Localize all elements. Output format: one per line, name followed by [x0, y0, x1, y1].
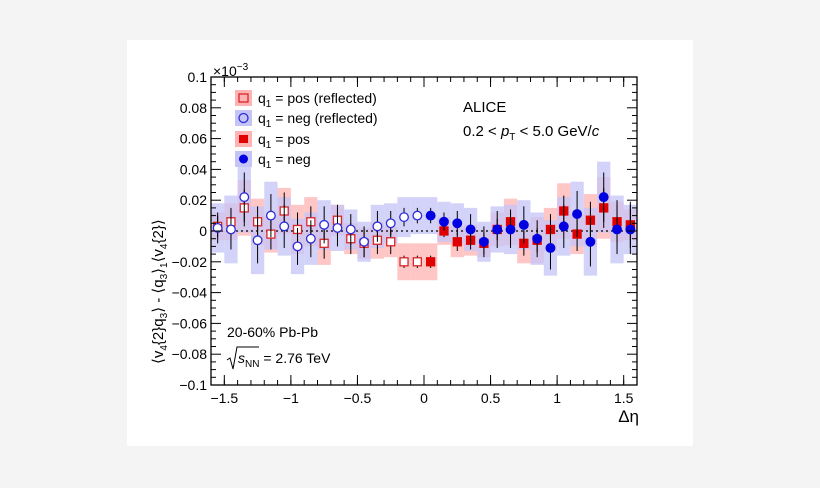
data-point-open-circle [252, 235, 263, 246]
x-tick-label: 1.5 [614, 390, 634, 406]
legend-neg-reflected-marker [238, 112, 249, 124]
legend-neg-marker [239, 154, 248, 164]
x-tick-label: −1 [283, 390, 299, 406]
data-point-filled-circle [598, 192, 609, 203]
legend-neg-label: q1 = neg [258, 151, 311, 171]
data-point-open-circle [239, 192, 250, 203]
legend-pos-label: q1 = pos [258, 131, 310, 151]
data-point-open-circle [279, 221, 290, 232]
data-point-filled-circle [425, 210, 436, 221]
y-tick-label: −0.08 [172, 346, 208, 362]
data-point-open-circle [385, 218, 396, 229]
data-point-filled-square [452, 237, 462, 247]
data-point-filled-circle [572, 209, 583, 220]
legend: q1 = pos (reflected) q1 = neg (reflected… [235, 90, 378, 171]
data-point-filled-circle [465, 224, 476, 235]
kinematic-range-label: 0.2 < pT < 5.0 GeV/c [463, 123, 600, 143]
data-points [212, 172, 636, 270]
data-point-filled-circle [505, 224, 516, 235]
x-tick-label: 0 [420, 390, 428, 406]
y-tick-label: 0.02 [180, 192, 207, 208]
sqrt-symbol [226, 346, 259, 370]
y-axis-label: ⟨v4{2}q3⟩ - ⟨q3⟩1⟨v4{2}⟩ [150, 219, 170, 364]
data-point-filled-circle [625, 224, 636, 235]
data-point-open-circle [265, 210, 276, 221]
y-tick-label: 0 [199, 223, 207, 239]
x-tick-label: −1.5 [210, 390, 238, 406]
data-point-open-circle [412, 210, 423, 221]
data-point-filled-circle [492, 224, 503, 235]
figure-card: −0.1 −0.08 −0.06 −0.04 −0.02 0 0.02 0.04 0.06 0.0… [127, 40, 693, 446]
x-tick-label: 0.5 [481, 390, 501, 406]
chart-plot: −0.1 −0.08 −0.06 −0.04 −0.02 0 0.02 0.04 0.06 0.0… [150, 62, 639, 426]
energy-label: sNN = 2.76 TeV [226, 346, 331, 370]
legend-pos-marker [239, 135, 248, 143]
data-point-filled-circle [478, 236, 489, 247]
data-point-open-circle [399, 212, 409, 223]
x-tick-label: 1 [553, 390, 561, 406]
data-point-filled-circle [452, 218, 463, 229]
y-tick-label: −0.06 [172, 315, 208, 331]
data-point-open-square [399, 257, 409, 267]
data-point-filled-square [426, 257, 436, 267]
legend-pos-reflected-label: q1 = pos (reflected) [258, 90, 377, 110]
y-tick-label: 0.06 [180, 131, 207, 147]
y-axis-exponent: ×10−3 [213, 62, 249, 79]
data-point-open-circle [372, 221, 383, 232]
x-tick-label: −0.5 [344, 390, 372, 406]
data-point-open-circle [212, 222, 223, 233]
data-point-filled-circle [439, 216, 449, 227]
svg-text:sNN = 2.76 TeV: sNN = 2.76 TeV [238, 350, 331, 370]
experiment-label: ALICE [463, 99, 506, 116]
systematic-bands [211, 161, 637, 281]
data-point-filled-circle [518, 219, 529, 230]
y-tick-label: 0.04 [180, 161, 207, 177]
data-point-open-circle [345, 224, 356, 235]
data-point-open-circle [226, 224, 236, 235]
y-tick-label: 0.08 [180, 100, 207, 116]
y-tick-label: −0.1 [179, 377, 207, 393]
legend-pos-reflected-marker [238, 93, 249, 103]
legend-neg-reflected-band [235, 110, 252, 126]
y-tick-label: −0.02 [172, 254, 208, 270]
data-point-filled-circle [532, 233, 543, 244]
x-axis-label: Δη [618, 407, 639, 426]
y-tick-label: −0.04 [172, 285, 208, 301]
data-point-filled-circle [558, 221, 569, 232]
data-point-filled-circle [585, 236, 596, 247]
data-point-filled-circle [612, 224, 622, 235]
data-point-open-circle [319, 219, 330, 230]
data-point-open-circle [359, 236, 370, 247]
data-point-open-circle [332, 222, 343, 233]
data-point-open-square [412, 257, 422, 267]
centrality-label: 20-60% Pb-Pb [227, 324, 318, 340]
data-point-open-circle [292, 241, 303, 252]
legend-neg-reflected-label: q1 = neg (reflected) [258, 110, 378, 130]
data-point-open-square [386, 237, 396, 247]
data-point-open-circle [305, 233, 316, 244]
y-tick-label: 0.1 [188, 69, 208, 85]
data-point-filled-circle [545, 242, 556, 253]
axes: −0.1 −0.08 −0.06 −0.04 −0.02 0 0.02 0.04 0.06 0.0… [172, 69, 638, 406]
legend-pos-reflected-band [235, 90, 252, 106]
